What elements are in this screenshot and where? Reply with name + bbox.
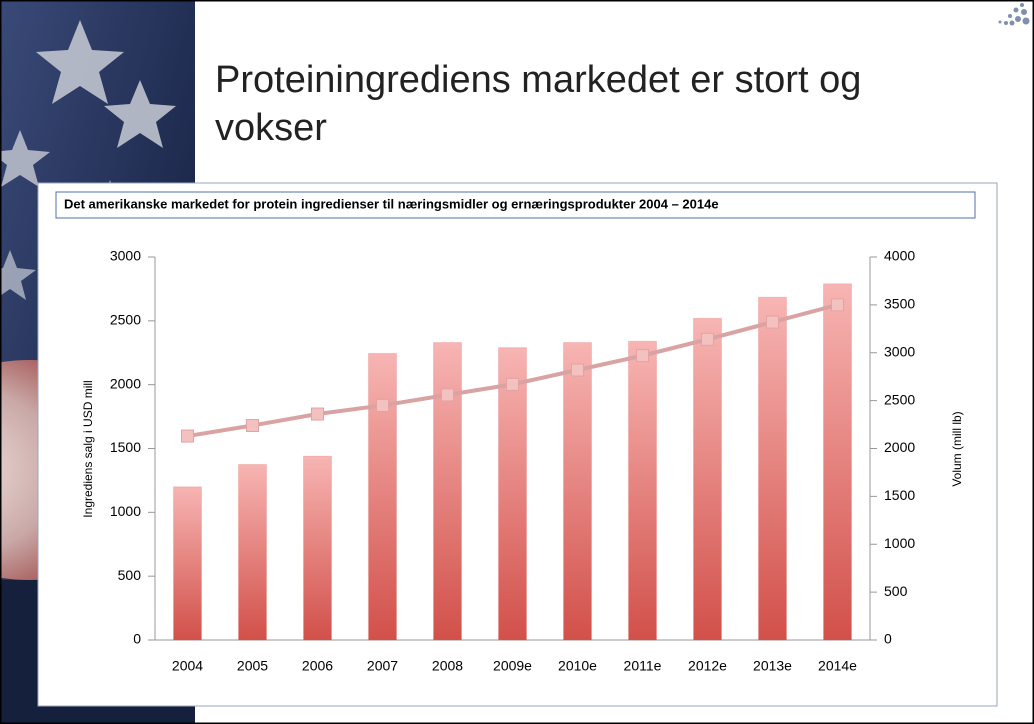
line-marker — [312, 408, 324, 420]
line-marker — [507, 378, 519, 390]
x-tick-label: 2004 — [172, 658, 203, 674]
y-tick-label: 2000 — [110, 375, 141, 391]
line-marker — [377, 399, 389, 411]
y2-tick-label: 2500 — [884, 391, 915, 407]
x-tick-label: 2010e — [558, 658, 597, 674]
x-tick-label: 2007 — [367, 658, 398, 674]
x-tick-label: 2014e — [818, 658, 857, 674]
y-tick-label: 1000 — [110, 503, 141, 519]
bar — [694, 318, 722, 640]
y2-tick-label: 1500 — [884, 487, 915, 503]
y-axis-label: Ingrediens salg i USD mill — [81, 380, 95, 517]
line-marker — [442, 389, 454, 401]
y-tick-label: 2500 — [110, 312, 141, 328]
bar — [564, 343, 592, 640]
y-tick-label: 500 — [118, 567, 142, 583]
x-tick-label: 2005 — [237, 658, 268, 674]
y2-axis-label: Volum (mill lb) — [950, 411, 964, 486]
y-tick-label: 0 — [133, 631, 141, 647]
x-tick-label: 2008 — [432, 658, 463, 674]
line-marker — [572, 364, 584, 376]
y2-tick-label: 4000 — [884, 248, 915, 264]
line-marker — [247, 420, 259, 432]
slide: Proteiningrediens markedet er stort ogvo… — [0, 0, 1034, 724]
y2-tick-label: 500 — [884, 583, 908, 599]
x-tick-label: 2012e — [688, 658, 727, 674]
y-tick-label: 3000 — [110, 248, 141, 264]
line-marker — [182, 430, 194, 442]
bar — [304, 456, 332, 640]
y-tick-label: 1500 — [110, 439, 141, 455]
y2-tick-label: 3500 — [884, 296, 915, 312]
x-tick-label: 2013e — [753, 658, 792, 674]
bar — [759, 297, 787, 640]
y2-tick-label: 0 — [884, 631, 892, 647]
line-marker — [832, 299, 844, 311]
line-marker — [637, 350, 649, 362]
bar — [434, 343, 462, 640]
bar — [824, 284, 852, 640]
y2-tick-label: 3000 — [884, 343, 915, 359]
bar — [499, 348, 527, 640]
line-marker — [702, 333, 714, 345]
x-tick-label: 2009e — [493, 658, 532, 674]
y2-tick-label: 2000 — [884, 439, 915, 455]
y2-tick-label: 1000 — [884, 535, 915, 551]
chart-title: Det amerikanske markedet for protein ing… — [64, 196, 719, 211]
x-tick-label: 2006 — [302, 658, 333, 674]
line-marker — [767, 316, 779, 328]
bar — [239, 464, 267, 640]
x-tick-label: 2011e — [624, 658, 662, 674]
bar — [174, 487, 202, 640]
bar — [629, 341, 657, 640]
bar — [369, 353, 397, 640]
